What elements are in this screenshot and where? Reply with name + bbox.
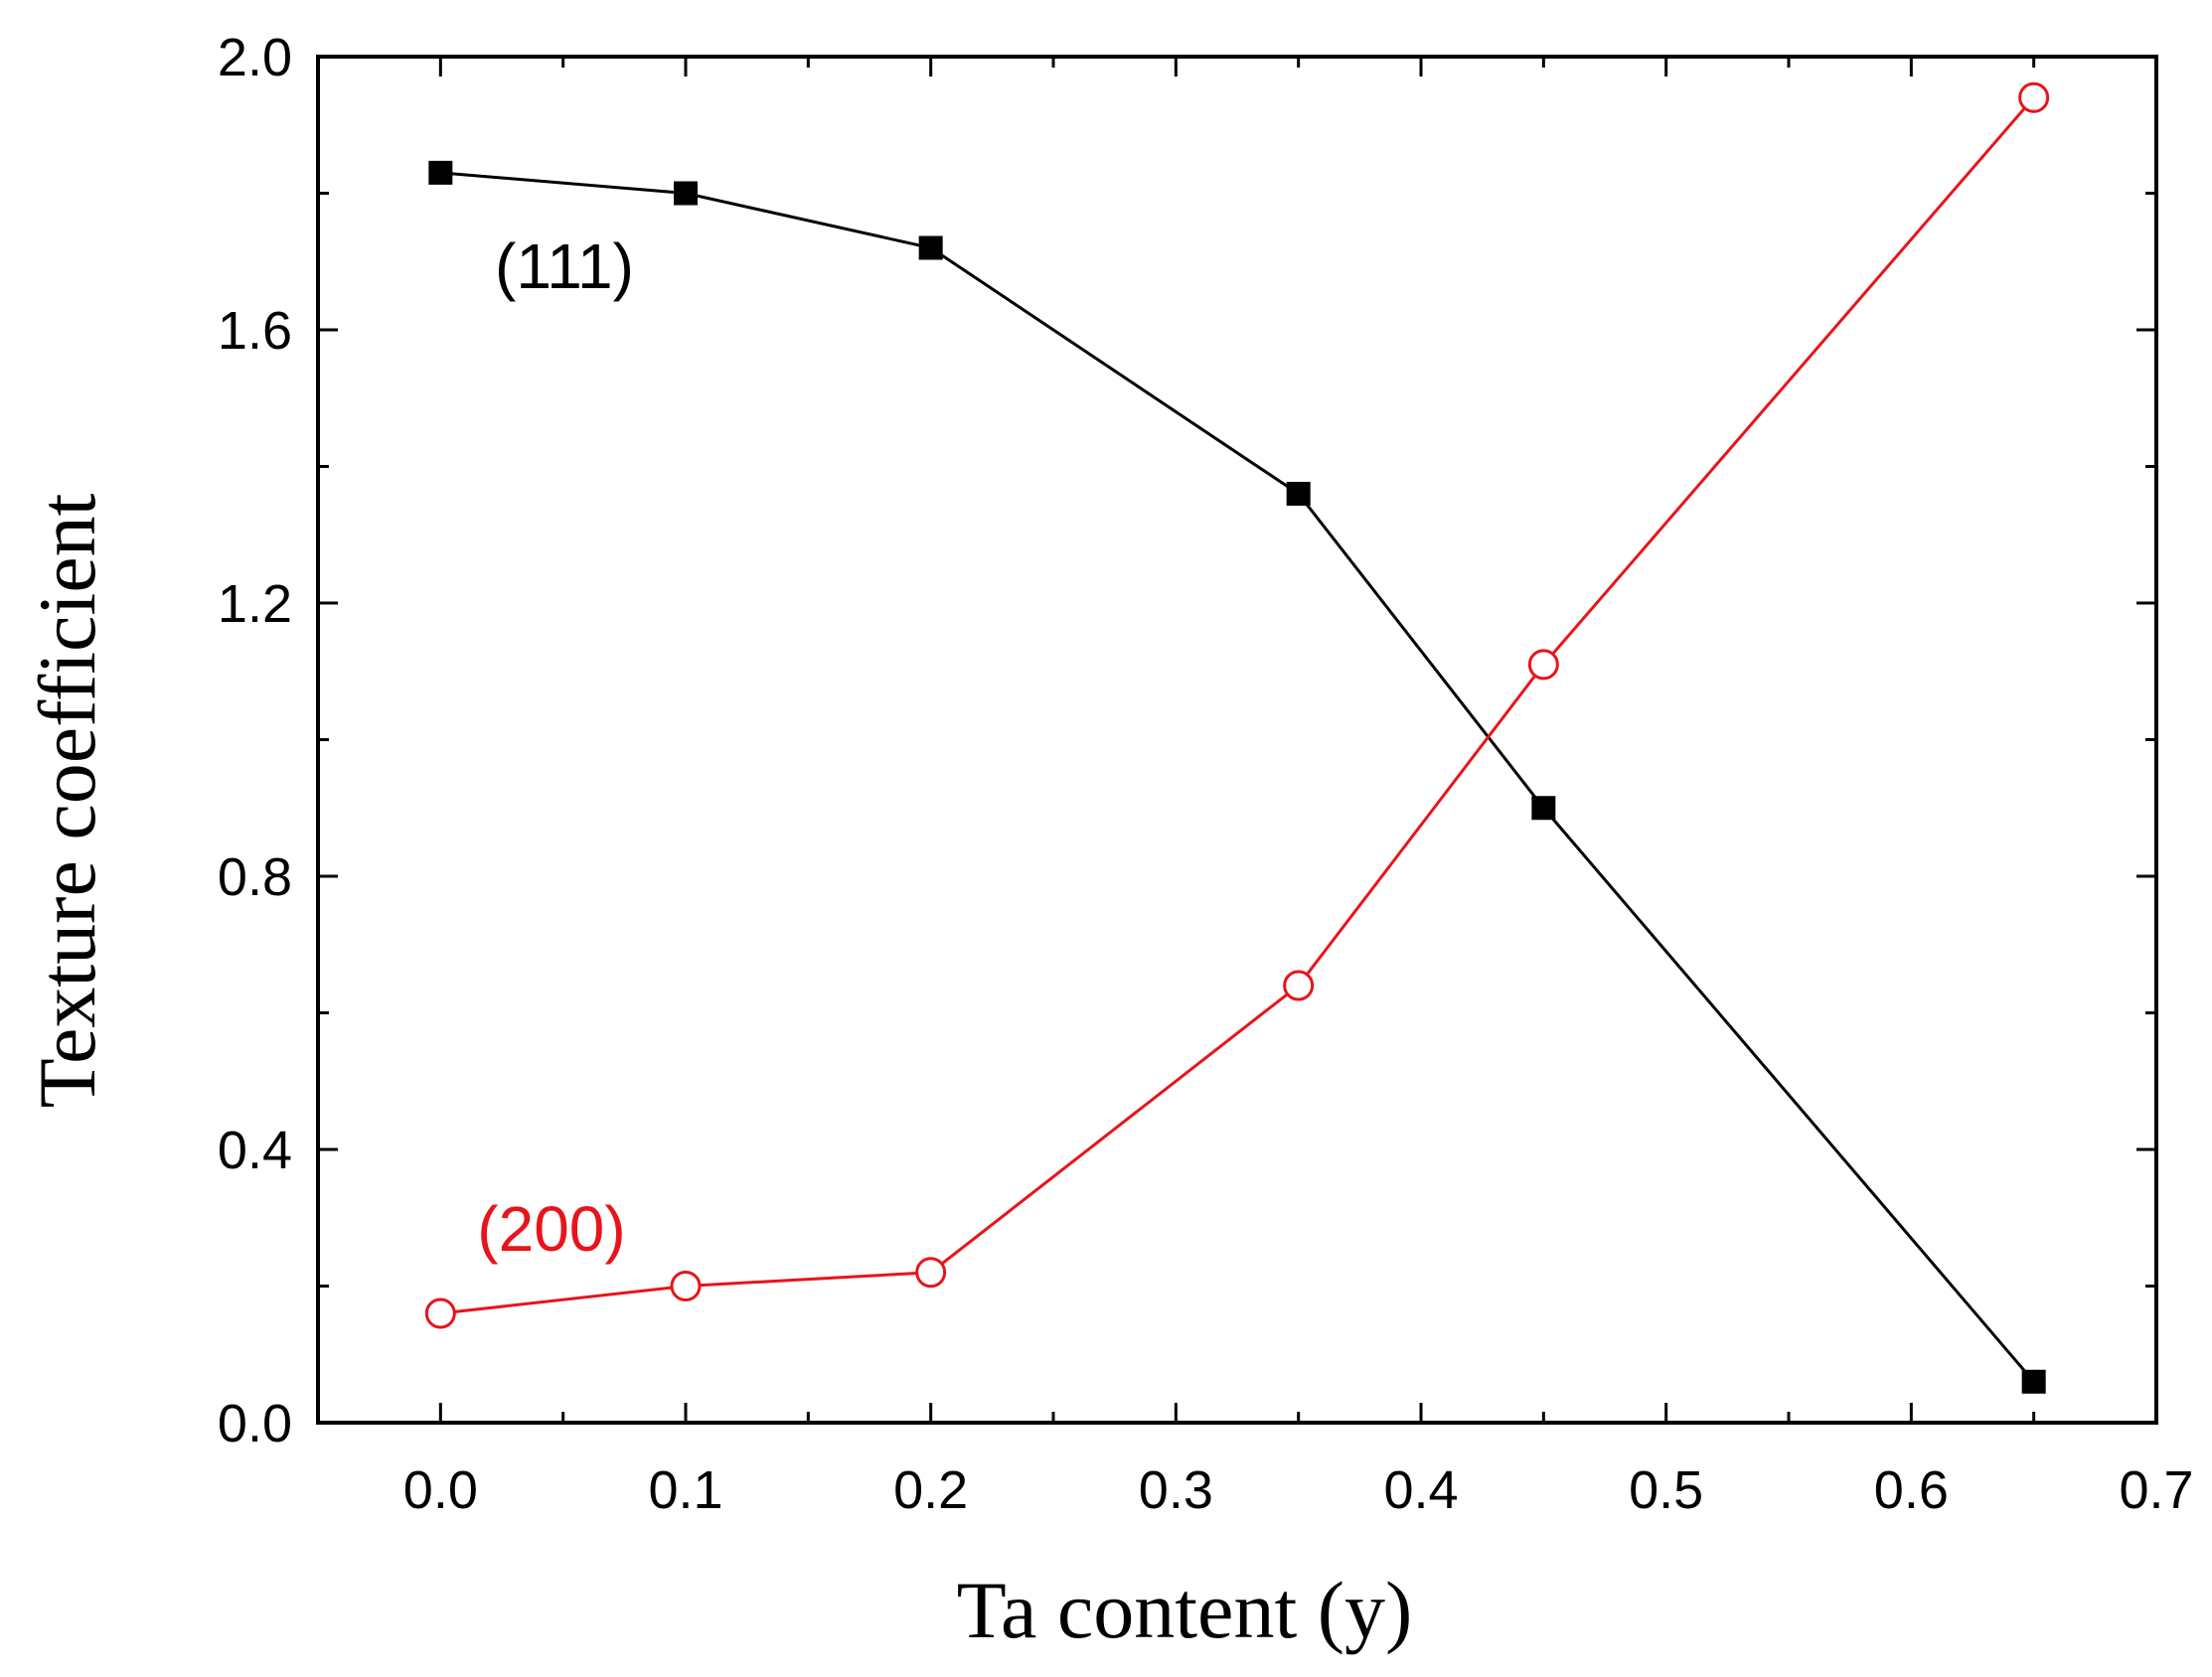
data-point-200	[1283, 970, 1315, 1001]
data-point-200	[2018, 81, 2050, 113]
data-point-111	[674, 181, 698, 206]
series-line-111	[440, 171, 2035, 1383]
data-point-111	[428, 160, 453, 185]
data-point-111	[918, 235, 943, 260]
data-point-200	[670, 1271, 702, 1301]
y-axis-title: Texture coefficient	[22, 493, 112, 1108]
y-tick-label: 1.2	[218, 574, 292, 634]
y-tick-label: 1.6	[218, 301, 292, 361]
plot-frame	[316, 55, 2158, 1425]
series-layer	[424, 81, 2050, 1394]
x-tick-label: 0.0	[403, 1460, 478, 1520]
tick-labels: 0.0 0.1 0.2 0.3 0.4 0.5 0.6 0.7 0.0 0.4 0.8 1.2 1.6 2…	[218, 28, 2194, 1520]
y-tick-label: 0.8	[218, 847, 292, 907]
y-tick-label: 2.0	[218, 28, 292, 87]
data-point-111	[2021, 1369, 2046, 1394]
series-line-200	[440, 96, 2035, 1315]
x-tick-label: 0.7	[2119, 1460, 2193, 1520]
x-tick-label: 0.3	[1139, 1460, 1213, 1520]
data-point-200	[424, 1297, 456, 1329]
data-point-111	[1286, 482, 1311, 506]
y-tick-label: 0.4	[218, 1121, 292, 1180]
data-point-111	[1531, 796, 1556, 821]
data-point-200	[1527, 649, 1559, 681]
x-axis-title: Ta content (y)	[957, 1565, 1413, 1655]
y-tick-label: 0.0	[218, 1394, 292, 1453]
x-tick-label: 0.1	[648, 1460, 722, 1520]
x-tick-label: 0.4	[1383, 1460, 1458, 1520]
series-label-111: (111)	[495, 230, 634, 302]
x-tick-label: 0.6	[1874, 1460, 1949, 1520]
series-label-200: (200)	[477, 1193, 625, 1265]
data-point-200	[915, 1257, 947, 1289]
x-tick-label: 0.5	[1629, 1460, 1703, 1520]
x-tick-label: 0.2	[893, 1460, 968, 1520]
tick-marks	[318, 55, 2158, 1425]
